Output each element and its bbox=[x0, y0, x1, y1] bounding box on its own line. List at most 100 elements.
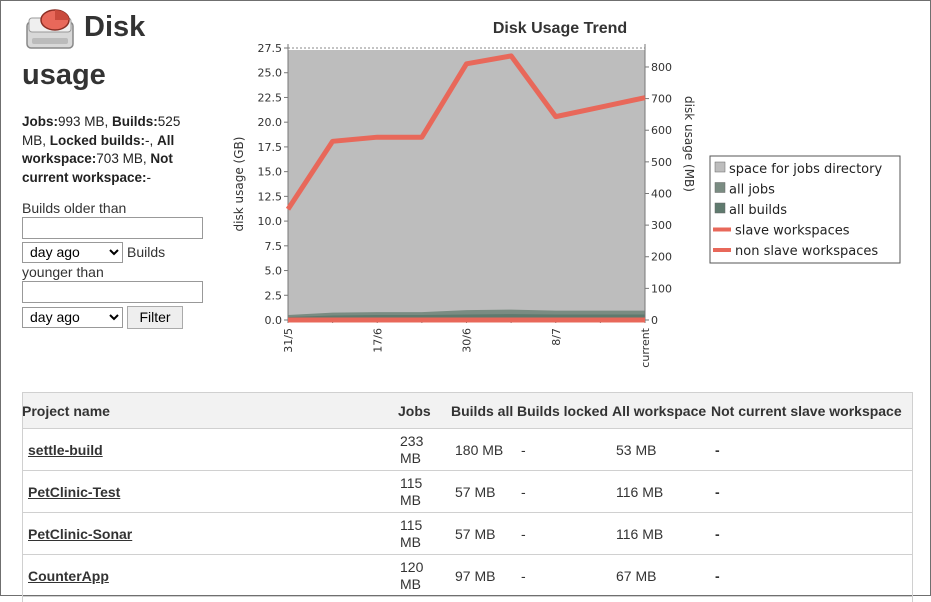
locked-builds-value: -, bbox=[145, 132, 158, 148]
builds-locked-value: - bbox=[521, 525, 526, 542]
y-right-tick-label: 600 bbox=[651, 124, 672, 137]
page-title-line2: usage bbox=[22, 59, 106, 91]
jobs-unit: MB bbox=[400, 491, 421, 508]
jobs-cell: 120 MB bbox=[398, 554, 451, 597]
jobs-size: 120 bbox=[400, 558, 424, 575]
projects-table-wrap: Project name Jobs Builds all Builds lock… bbox=[22, 392, 913, 602]
x-tick-label: 8/7 bbox=[550, 328, 563, 346]
project-link[interactable]: settle-build bbox=[28, 441, 103, 458]
not-current-value: - bbox=[715, 483, 720, 500]
jobs-size: 233 bbox=[400, 432, 424, 449]
project-name-cell: CounterApp bbox=[22, 554, 398, 597]
legend-label: non slave workspaces bbox=[735, 244, 878, 259]
builds-value: 525 MB, bbox=[22, 114, 181, 148]
all-workspace-cell: 53 MB bbox=[612, 428, 711, 471]
y-left-tick-label: 5.0 bbox=[265, 265, 283, 278]
usage-summary: Jobs:993 MB, Builds:525 MB, Locked build… bbox=[22, 113, 207, 187]
not-current-value: - bbox=[715, 567, 720, 584]
not-current-cell: - bbox=[711, 554, 913, 597]
project-link[interactable]: PetClinic-Test bbox=[28, 483, 121, 500]
jobs-cell: 233 MB bbox=[398, 428, 451, 471]
line-non-slave-workspaces bbox=[285, 53, 646, 211]
y-left-tick-label: 12.5 bbox=[258, 190, 283, 203]
younger-than-label: younger than bbox=[22, 264, 104, 280]
project-name-cell: PetClinic-Test bbox=[22, 470, 398, 513]
col-project-name: Project name bbox=[22, 392, 398, 429]
table-header-row: Project name Jobs Builds all Builds lock… bbox=[22, 392, 913, 429]
y-left-tick-label: 10.0 bbox=[258, 215, 283, 228]
y-left-tick-label: 0.0 bbox=[265, 314, 283, 327]
legend-swatch bbox=[714, 182, 726, 193]
not-current-value: - bbox=[715, 525, 720, 542]
jobs-cell: 115 MB bbox=[398, 470, 451, 513]
younger-than-unit-select[interactable]: day ago bbox=[22, 306, 123, 328]
all-workspace-label: All workspace: bbox=[22, 132, 175, 167]
filter-button[interactable]: Filter bbox=[127, 305, 183, 329]
jobs-size: 115 bbox=[400, 474, 423, 491]
not-current-workspace-label: Not current workspace: bbox=[22, 151, 173, 185]
disk-usage-trend-chart: Disk Usage Trend 0.0 2.5 5.0 7.5 10.0 12.5 15.0… bbox=[232, 20, 901, 368]
project-link[interactable]: PetClinic-Sonar bbox=[28, 525, 133, 542]
project-link[interactable]: CounterApp bbox=[28, 567, 109, 584]
legend-swatch bbox=[714, 202, 726, 214]
jobs-label: Jobs: bbox=[22, 114, 59, 129]
all-workspace-value: 703 MB, bbox=[96, 151, 151, 166]
table-row: PetClinic-Test 115 MB 57 MB -116 MB - bbox=[22, 470, 913, 513]
all-workspace-cell: 67 MB bbox=[612, 554, 711, 597]
older-than-label: Builds older than bbox=[22, 200, 127, 216]
legend-label: slave workspaces bbox=[735, 224, 850, 239]
not-current-value: - bbox=[715, 441, 720, 458]
jobs-size: 115 bbox=[400, 516, 423, 533]
builds-all-cell: 57 MB bbox=[451, 512, 517, 555]
builds-locked-value: - bbox=[521, 483, 526, 500]
builds-locked-cell: - bbox=[517, 512, 612, 555]
x-tick-label: 17/6 bbox=[371, 328, 384, 353]
older-than-unit-select[interactable]: day ago bbox=[22, 241, 123, 263]
older-than-input[interactable] bbox=[22, 217, 203, 239]
y-axis-right-label: disk usage (MB) bbox=[682, 96, 696, 192]
area-space-for-jobs-directory bbox=[288, 49, 645, 320]
col-not-current-slave-workspace: Not current slave workspace bbox=[711, 392, 913, 429]
locked-builds-label: Locked builds: bbox=[49, 132, 146, 148]
not-current-cell: - bbox=[711, 428, 913, 471]
younger-than-input[interactable] bbox=[22, 281, 203, 303]
legend-swatch bbox=[714, 161, 726, 173]
y-right-tick-label: 700 bbox=[651, 93, 672, 106]
y-right-tick-label: 100 bbox=[651, 282, 672, 295]
all-workspace-cell: 116 MB bbox=[612, 470, 711, 513]
builds-locked-cell: - bbox=[517, 428, 612, 471]
y-right-tick-label: 0 bbox=[651, 314, 658, 327]
y-left-tick-label: 7.5 bbox=[265, 240, 283, 253]
y-left-tick-label: 17.5 bbox=[258, 141, 283, 154]
not-current-cell: - bbox=[711, 470, 913, 513]
y-left-tick-label: 25.0 bbox=[258, 67, 283, 80]
chart-title: Disk Usage Trend bbox=[493, 20, 627, 37]
y-right-tick-label: 300 bbox=[651, 219, 672, 232]
jobs-cell: 115 MB bbox=[398, 512, 451, 555]
legend-label: all jobs bbox=[729, 183, 775, 198]
project-name-cell: PetClinic-Sonar bbox=[22, 512, 398, 555]
x-tick-label: 30/6 bbox=[461, 328, 474, 353]
builds-locked-value: - bbox=[521, 567, 526, 584]
jobs-unit: MB bbox=[400, 533, 421, 550]
builds-filter-form: Builds older than day ago Builds younger… bbox=[22, 199, 222, 329]
y-right-tick-label: 500 bbox=[651, 156, 672, 169]
col-builds-all: Builds all bbox=[451, 392, 517, 429]
y-left-tick-label: 22.5 bbox=[258, 91, 283, 104]
col-builds-locked: Builds locked bbox=[517, 392, 612, 429]
builds-label: Builds: bbox=[112, 114, 158, 129]
builds-locked-value: - bbox=[521, 441, 526, 458]
table-row: PetClinic-Sonar 115 MB 57 MB -116 MB - bbox=[22, 512, 913, 555]
y-left-tick-label: 15.0 bbox=[258, 166, 283, 179]
y-right-tick-label: 800 bbox=[651, 61, 672, 74]
y-right-tick-label: 200 bbox=[651, 251, 672, 264]
page-title: Disk bbox=[84, 11, 146, 43]
not-current-cell: - bbox=[711, 512, 913, 555]
chart-legend bbox=[709, 155, 901, 264]
col-all-workspace: All workspace bbox=[612, 392, 711, 429]
builds-locked-cell: - bbox=[517, 554, 612, 597]
y-left-tick-label: 27.5 bbox=[258, 42, 283, 55]
y-left-tick-label: 2.5 bbox=[265, 289, 283, 302]
table-row: settle-build 233 MB 180 MB -53 MB - bbox=[22, 428, 913, 471]
x-tick-label: 31/5 bbox=[282, 328, 295, 353]
